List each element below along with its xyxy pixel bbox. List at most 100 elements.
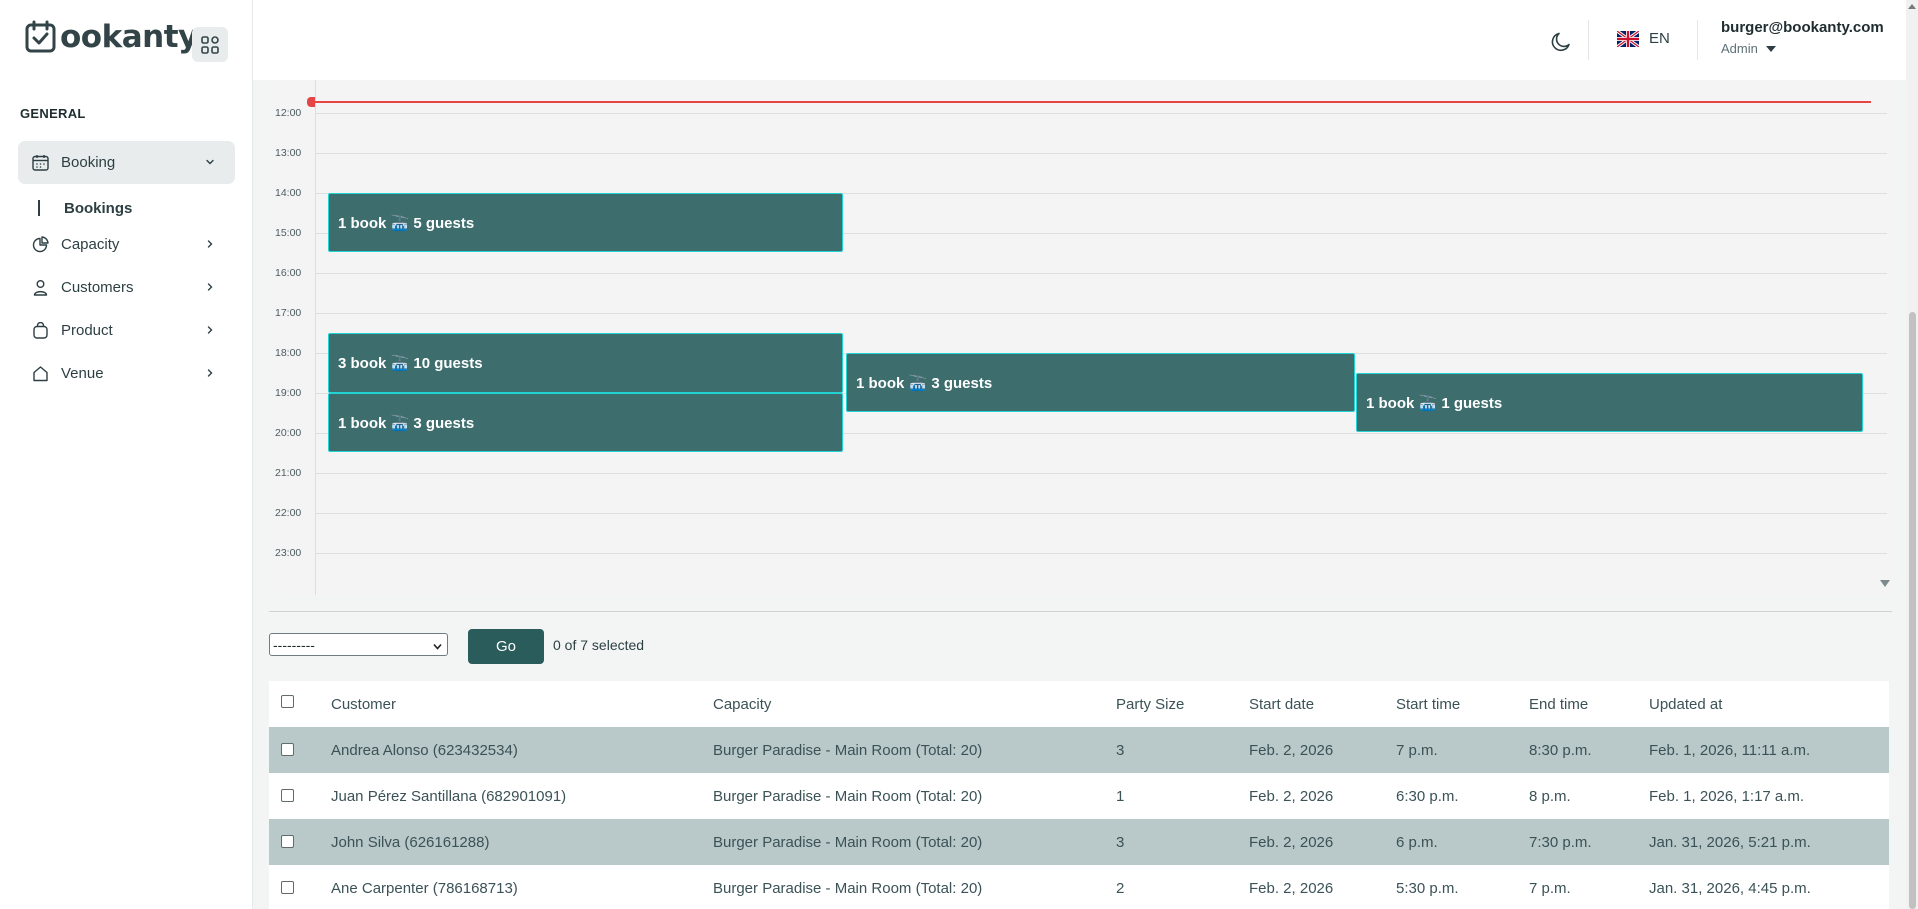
select-all-checkbox[interactable] [281,695,294,708]
sidebar-item-booking[interactable]: Booking [18,141,235,184]
start-time-cell: 7 p.m. [1396,741,1438,759]
bag-icon [31,322,49,340]
customer-link[interactable]: Juan Pérez Santillana (682901091) [331,787,567,805]
bulk-action-value: --------- [273,636,315,653]
user-email: burger@bookanty.com [1721,19,1884,36]
user-menu[interactable]: burger@bookanty.com Admin [1721,19,1884,56]
hour-label: 22:00 [275,507,302,519]
column-header-party-size[interactable]: Party Size [1116,695,1185,713]
chevron-down-icon [203,155,217,169]
go-button[interactable]: Go [468,629,544,664]
event-label: 1 book 🚠 1 guests [1366,394,1503,412]
calendar-event[interactable]: 3 book 🚠 10 guests [328,333,843,393]
start-time-cell: 5:30 p.m. [1396,879,1459,897]
top-bar: EN burger@bookanty.com Admin [253,0,1918,80]
pie-chart-icon [31,236,49,254]
customer-link[interactable]: John Silva (626161288) [331,833,490,851]
hour-gridline [315,553,1887,554]
hour-gridline [315,473,1887,474]
user-role: Admin [1721,41,1884,56]
calendar-scroll-down-arrow[interactable] [1880,580,1890,587]
start-time-cell: 6 p.m. [1396,833,1438,851]
column-header-start-date[interactable]: Start date [1249,695,1315,713]
language-label: EN [1649,30,1670,47]
uk-flag-icon [1617,30,1639,47]
divider [1697,20,1698,60]
row-checkbox[interactable] [281,881,294,894]
scrollbar-thumb[interactable] [1909,312,1916,909]
section-divider [269,611,1892,612]
hour-label: 17:00 [275,307,302,319]
table-row[interactable]: Andrea Alonso (623432534) Burger Paradis… [269,727,1889,773]
start-date-cell: Feb. 2, 2026 [1249,833,1334,851]
select-arrow-icon [432,639,443,655]
scroll-up-arrow[interactable] [1908,4,1916,9]
sidebar-subitem-bookings[interactable]: Bookings [38,198,132,218]
sidebar-item-capacity[interactable]: Capacity [18,223,235,266]
calendar-event[interactable]: 1 book 🚠 1 guests [1356,373,1863,432]
table-row[interactable]: Ane Carpenter (786168713) Burger Paradis… [269,865,1889,909]
hour-gridline [315,433,1887,434]
start-time-cell: 6:30 p.m. [1396,787,1459,805]
calendar-event[interactable]: 1 book 🚠 3 guests [846,353,1355,412]
party-size-cell: 3 [1116,833,1125,851]
start-date-cell: Feb. 2, 2026 [1249,787,1334,805]
home-icon [31,365,49,383]
hour-gridline [315,153,1887,154]
sidebar-item-label: Customers [61,279,134,296]
sidebar-subitem-label: Bookings [64,199,133,217]
updated-at-cell: Jan. 31, 2026, 5:21 p.m. [1649,833,1811,851]
column-header-customer[interactable]: Customer [331,695,397,713]
table-header: Customer Capacity Party Size Start date … [269,681,1889,727]
dark-mode-toggle[interactable] [1549,30,1573,54]
time-axis [315,80,316,595]
updated-at-cell: Feb. 1, 2026, 1:17 a.m. [1649,787,1805,805]
hour-gridline [315,273,1887,274]
sidebar-item-label: Capacity [61,236,120,253]
apps-grid-button[interactable] [192,27,228,62]
hour-label: 16:00 [275,267,302,279]
row-checkbox[interactable] [281,743,294,756]
hour-label: 21:00 [275,467,302,479]
chevron-right-icon [203,323,217,337]
party-size-cell: 2 [1116,879,1125,897]
user-icon [31,279,49,297]
start-date-cell: Feb. 2, 2026 [1249,741,1334,759]
column-header-start-time[interactable]: Start time [1396,695,1461,713]
updated-at-cell: Jan. 31, 2026, 4:45 p.m. [1649,879,1811,897]
chevron-right-icon [203,366,217,380]
column-header-capacity[interactable]: Capacity [713,695,772,713]
user-role-label: Admin [1721,41,1758,56]
sidebar-item-product[interactable]: Product [18,309,235,352]
sidebar-item-venue[interactable]: Venue [18,352,235,395]
sidebar-item-customers[interactable]: Customers [18,266,235,309]
row-checkbox[interactable] [281,835,294,848]
table-row[interactable]: John Silva (626161288) Burger Paradise -… [269,819,1889,865]
end-time-cell: 8 p.m. [1529,787,1571,805]
hour-label: 15:00 [275,227,302,239]
sidebar-item-label: Venue [61,365,104,382]
end-time-cell: 7:30 p.m. [1529,833,1592,851]
customer-link[interactable]: Ane Carpenter (786168713) [331,879,518,897]
hour-label: 14:00 [275,187,302,199]
column-header-updated-at[interactable]: Updated at [1649,695,1723,713]
booking-calendar[interactable]: 12:00 13:00 14:00 15:00 16:00 17:00 18:0… [273,80,1896,595]
hour-label: 20:00 [275,427,302,439]
language-selector[interactable]: EN [1617,30,1670,47]
row-checkbox[interactable] [281,789,294,802]
calendar-event[interactable]: 1 book 🚠 5 guests [328,193,843,252]
hour-label: 18:00 [275,347,302,359]
party-size-cell: 1 [1116,787,1125,805]
logo[interactable]: ookanty [24,20,198,54]
column-header-end-time[interactable]: End time [1529,695,1589,713]
bulk-action-select[interactable]: --------- [269,633,448,656]
hour-gridline [315,513,1887,514]
customer-link[interactable]: Andrea Alonso (623432534) [331,741,518,759]
calendar-icon [31,154,49,172]
selected-count: 0 of 7 selected [553,637,645,653]
page-scrollbar[interactable] [1906,0,1918,909]
table-row[interactable]: Juan Pérez Santillana (682901091) Burger… [269,773,1889,819]
divider [1588,20,1589,60]
calendar-event[interactable]: 1 book 🚠 3 guests [328,393,843,452]
capacity-cell: Burger Paradise - Main Room (Total: 20) [713,741,983,759]
